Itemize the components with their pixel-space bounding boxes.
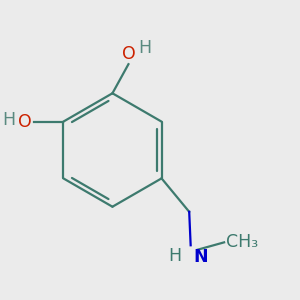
Text: H: H bbox=[2, 111, 15, 129]
Text: CH₃: CH₃ bbox=[226, 233, 259, 251]
Text: O: O bbox=[122, 45, 135, 63]
Text: O: O bbox=[18, 112, 31, 130]
Text: H: H bbox=[168, 247, 181, 265]
Text: N: N bbox=[193, 248, 208, 266]
Text: H: H bbox=[138, 39, 151, 57]
